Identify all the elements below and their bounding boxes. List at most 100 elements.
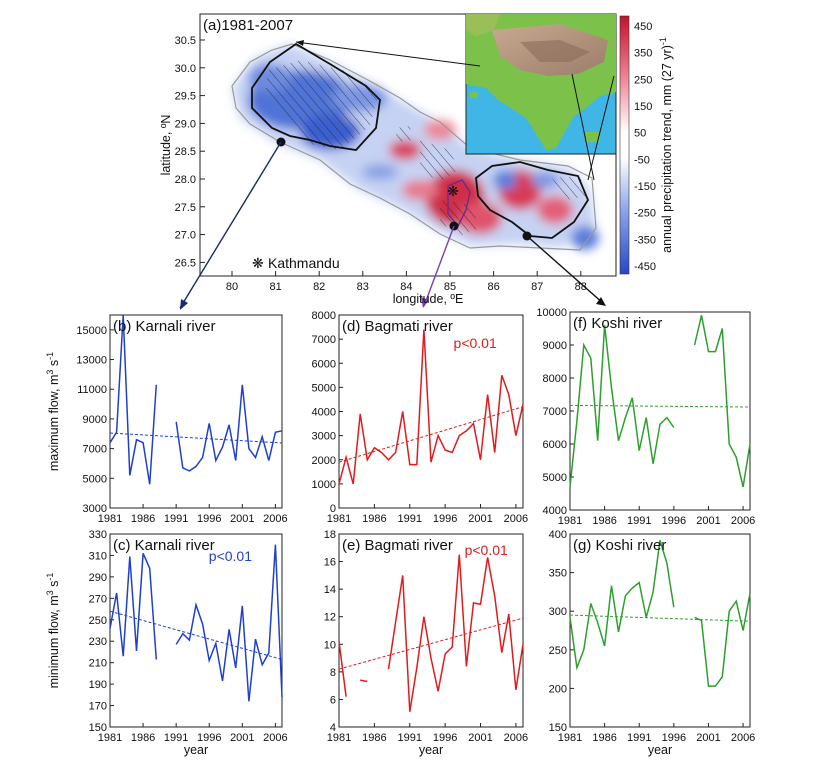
plot-frame [109,533,283,728]
x-tick-label: 1991 [627,515,651,527]
series-line-g [694,593,751,687]
x-tick-label: 1986 [592,732,616,744]
arrow-to-karnali-head [180,299,188,310]
x-tick-label: 1981 [558,732,582,744]
y-tick-label: 200 [549,683,567,695]
colorbar-tick-label: 50 [634,128,646,140]
x-axis-title-c: year [184,743,208,757]
trend-line-g [569,614,751,622]
x-tick-label: 2006 [504,732,528,744]
y-tick-label: 6000 [543,439,567,451]
chart-title-c: (c) Karnali river [113,537,215,554]
plot-frame [109,314,283,509]
arrow-to-karnali [179,141,282,309]
x-tick-label: 1996 [662,732,686,744]
inset-connector-right [571,73,595,181]
colorbar-tick-label: 450 [634,21,652,33]
y-tick-label: 230 [89,636,107,648]
y-tick-label: 5000 [312,382,336,394]
inset-connector-top-arrow [296,40,304,46]
x-tick-label: 1986 [362,732,386,744]
x-tick-label: 2006 [263,513,287,525]
colorbar-tick-label: 150 [634,101,652,113]
x-tick-label: 2001 [468,513,492,525]
chart-panel-d: 0 1000 2000 3000 4000 5000 6000 7000 8000 1981 198… [312,310,529,525]
plot-frame [569,533,751,728]
chart-panel-f: 4000 5000 6000 7000 8000 9000 10000 1981 1986 199… [536,307,755,527]
p-value-e: p<0.01 [465,542,508,558]
x-tick-label: 1986 [362,513,386,525]
series-line-f [693,315,751,488]
series-line-e [360,679,368,683]
x-tick-label: 1996 [433,732,457,744]
map-x-tick-label: 82 [313,281,325,293]
map-y-tick-label: 26.5 [175,257,196,269]
y-tick-label: 9000 [543,340,567,352]
x-tick-label: 1981 [327,513,351,525]
map-y-tick-label: 28.5 [175,146,196,158]
inset-connector-left [587,75,615,181]
x-tick-label: 1996 [662,515,686,527]
y-tick-label: 270 [89,593,107,605]
y-tick-label: 7000 [83,444,107,456]
map-y-tick-label: 27.5 [175,202,196,214]
x-tick-label: 1996 [197,732,221,744]
arrow-to-bagmati [423,225,455,307]
colorbar-title: annual precipitation trend, mm (27 yr)-1 [658,37,674,253]
series-line-c [109,552,158,660]
y-tick-label: 16 [324,557,336,569]
trend-line-f [569,404,751,408]
x-tick-label: 1991 [398,513,422,525]
series-line-b [109,314,158,485]
y-tick-label: 18 [324,529,336,541]
series-line-b [175,384,283,472]
y-tick-label: 3000 [312,431,336,443]
x-tick-label: 1991 [398,732,422,744]
x-tick-label: 1996 [433,513,457,525]
y-tick-label: 300 [549,606,567,618]
x-tick-label: 2001 [230,732,254,744]
y-tick-label: 6 [330,694,336,706]
series-line-d [338,329,524,485]
y-tick-label: 6000 [312,358,336,370]
y-tick-label: 15000 [76,325,107,337]
map-x-axis-title: longitude, ºE [393,292,464,306]
map-y-tick-label: 29.5 [175,91,196,103]
map-x-tick-label: 87 [531,281,543,293]
y-tick-label: 250 [89,615,107,627]
x-tick-label: 1986 [131,732,155,744]
y-tick-label: 10 [324,639,336,651]
colorbar [619,15,630,275]
x-tick-label: 1991 [164,732,188,744]
colorbar-tick-label: -50 [634,154,650,166]
y-axis-title-b: maximum flow, m3 s-1 [45,352,61,471]
map-x-tick-label: 84 [400,281,412,293]
series-line-g [569,539,675,671]
chart-panel-c: 150 170 190 210 230 250 270 290 310 330 1981 1986 19… [45,529,288,757]
koshi-basin-outline [475,161,590,239]
kathmandu-marker: ❋ [447,183,459,199]
x-tick-label: 2006 [731,732,755,744]
chart-panel-b: 3000 5000 7000 9000 11000 13000 15000 1981 1986 1… [45,314,288,525]
y-tick-label: 14 [324,584,336,596]
colorbar-tick-label: -450 [634,261,656,273]
x-tick-label: 2001 [468,732,492,744]
map-y-tick-label: 30.0 [175,63,196,75]
y-tick-label: 250 [549,645,567,657]
x-tick-label: 1981 [98,513,122,525]
map-panel: ❋ (a)1981-2007 ❋ Kathmandu 80 81 82 83 84 85 8… [159,13,674,310]
arrow-to-koshi-head [596,297,606,306]
y-axis-title-c: minimum flow, m3 s-1 [45,573,61,689]
y-tick-label: 4000 [543,505,567,517]
y-tick-label: 4 [330,722,336,734]
x-tick-label: 1991 [164,513,188,525]
map-x-tick-label: 85 [444,281,456,293]
y-tick-label: 330 [89,529,107,541]
colorbar-ticks: 450 350 250 150 50 -50 -150 -250 -350 -450 [634,21,656,273]
map-y-tick-label: 28.0 [175,174,196,186]
map-y-tick-label: 29.0 [175,118,196,130]
colorbar-tick-label: -250 [634,208,656,220]
x-tick-label: 1981 [98,732,122,744]
y-tick-label: 5000 [83,473,107,485]
